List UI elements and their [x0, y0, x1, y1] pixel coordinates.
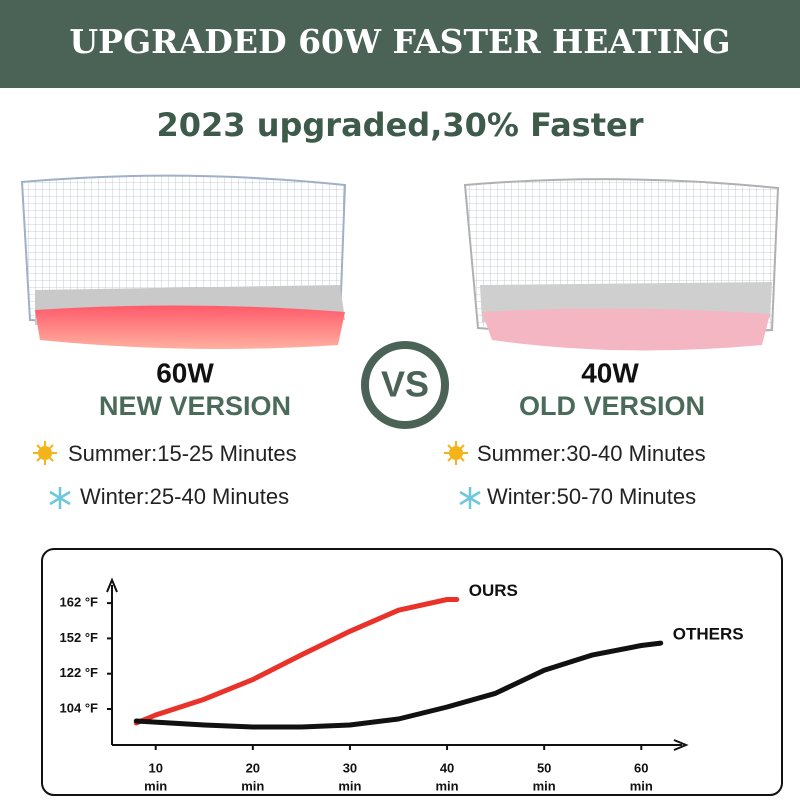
series-line [133, 640, 664, 730]
x-tick-label: 20 [246, 760, 260, 775]
old-basket [463, 178, 780, 351]
x-unit: min [144, 778, 167, 793]
y-tick-label: 162 °F [60, 595, 99, 610]
x-tick-label: 40 [440, 760, 454, 775]
new-winter: Winter:25-40 Minutes [80, 484, 289, 509]
sun-icon [444, 441, 468, 465]
x-tick-label: 30 [343, 760, 357, 775]
x-tick-label: 60 [634, 760, 648, 775]
x-tick-label: 10 [148, 760, 162, 775]
series-label: OURS [469, 581, 518, 600]
x-unit: min [435, 778, 458, 793]
new-basket [20, 174, 347, 349]
y-tick-label: 152 °F [60, 630, 99, 645]
old-version: OLD VERSION [519, 391, 705, 421]
y-tick-label: 122 °F [60, 665, 99, 680]
sun-icon [33, 441, 57, 465]
snow-icon [459, 487, 481, 509]
new-power: 60W [156, 357, 214, 388]
series-line [133, 597, 460, 726]
y-tick-label: 104 °F [60, 700, 99, 715]
vs-badge [361, 341, 449, 429]
title: UPGRADED 60W FASTER HEATING [69, 22, 730, 61]
header-banner [0, 0, 800, 88]
vs-text: VS [381, 364, 429, 405]
new-summer: Summer:15-25 Minutes [68, 441, 297, 466]
old-power: 40W [581, 357, 639, 388]
x-unit: min [630, 778, 653, 793]
old-winter: Winter:50-70 Minutes [487, 484, 696, 509]
snow-icon [49, 487, 71, 509]
x-unit: min [533, 778, 556, 793]
new-version: NEW VERSION [99, 391, 291, 421]
x-tick-label: 50 [537, 760, 551, 775]
subtitle: 2023 upgraded,30% Faster [157, 106, 644, 144]
series-label: OTHERS [673, 625, 744, 644]
x-unit: min [338, 778, 361, 793]
axes [106, 577, 689, 751]
x-unit: min [241, 778, 264, 793]
old-summer: Summer:30-40 Minutes [477, 441, 706, 466]
chart-frame [41, 548, 783, 796]
